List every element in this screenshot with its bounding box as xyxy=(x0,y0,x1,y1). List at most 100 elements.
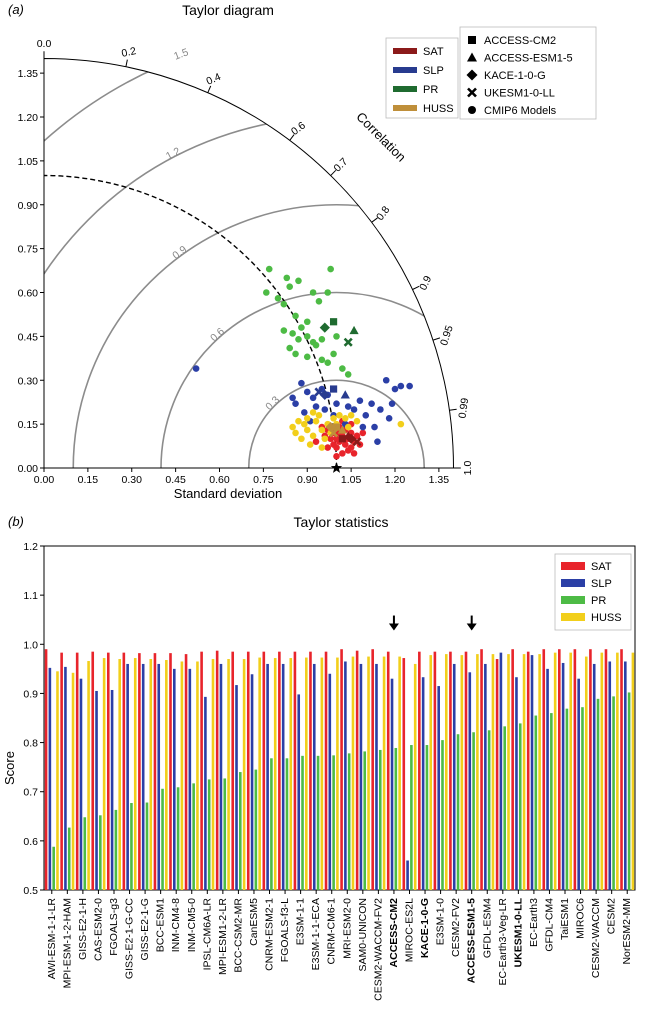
rmsd-contour-0.9 xyxy=(72,203,454,468)
bar-pr xyxy=(378,749,382,890)
correlation-tick-label: 0.8 xyxy=(374,204,392,223)
bar-sat xyxy=(153,653,157,890)
point-pr xyxy=(315,297,323,305)
y-tick-label: 1.0 xyxy=(23,639,38,651)
y-tick-label: 0.7 xyxy=(23,787,38,799)
bar-sat xyxy=(558,649,561,890)
point-pr xyxy=(263,289,270,296)
point-pr xyxy=(324,289,332,296)
bar-slp xyxy=(157,663,161,890)
bar-sat xyxy=(620,649,623,890)
point-sat xyxy=(324,444,332,451)
bar-sat xyxy=(324,651,328,890)
point-sat xyxy=(330,441,337,448)
point-pr xyxy=(344,371,352,378)
bar-huss xyxy=(491,654,495,890)
bar-sat xyxy=(480,649,483,890)
highlight-access-cm2 xyxy=(329,318,338,326)
bar-sat xyxy=(464,651,468,890)
y-tick-label: 1.35 xyxy=(18,68,39,80)
legend-label-slp: SLP xyxy=(423,65,444,77)
y-tick-label: 0.60 xyxy=(18,288,39,300)
point-pr xyxy=(318,336,326,343)
point-pr xyxy=(327,265,334,273)
bar-slp xyxy=(530,655,534,890)
bar-huss xyxy=(273,658,277,890)
point-slp xyxy=(321,406,329,413)
bar-slp xyxy=(390,678,394,890)
category-label: ACCESS-ESM1-5 xyxy=(466,898,478,983)
category-label: CAS-ESM2-0 xyxy=(92,898,104,961)
point-pr xyxy=(303,318,311,326)
bar-pr xyxy=(332,755,335,890)
bar-pr xyxy=(239,772,242,890)
legend-swatch-sat xyxy=(393,48,417,54)
point-huss xyxy=(292,429,299,437)
y-tick-label: 0.45 xyxy=(18,331,39,343)
bar-sat xyxy=(495,659,499,890)
rmsd-contour-1.2 xyxy=(44,116,454,468)
bar-sat xyxy=(604,649,608,890)
bar-slp xyxy=(281,663,285,890)
bar-legend-swatch-pr xyxy=(561,596,585,604)
point-slp xyxy=(371,423,378,431)
point-slp xyxy=(388,400,396,407)
x-tick-label: 1.20 xyxy=(385,474,406,486)
category-label: UKESM1-0-LL xyxy=(512,897,524,967)
bar-slp xyxy=(344,661,347,890)
bar-sat xyxy=(589,649,592,890)
bar-huss xyxy=(71,672,75,890)
y-tick-label: 1.05 xyxy=(18,156,39,168)
legend-marker-diamond xyxy=(466,69,478,81)
bar-pr xyxy=(67,827,71,890)
bar-huss xyxy=(553,652,557,890)
bar-pr xyxy=(472,732,475,890)
bar-pr xyxy=(503,726,506,890)
point-pr xyxy=(283,274,291,282)
legend-swatch-slp xyxy=(393,67,417,73)
bar-slp xyxy=(141,663,145,890)
category-label: MRI-ESM2-0 xyxy=(341,898,353,959)
category-label: KACE-1-0-G xyxy=(419,898,431,958)
y-tick-label: 1.20 xyxy=(18,112,39,124)
bar-sat xyxy=(371,649,374,890)
bar-slp xyxy=(79,678,83,890)
point-pr xyxy=(339,365,346,372)
category-label: E3SM-1-0 xyxy=(435,898,447,945)
legend-swatch-pr xyxy=(393,86,417,92)
point-pr xyxy=(309,289,317,296)
rmsd-contour-0.6 xyxy=(160,291,454,468)
reference-star xyxy=(330,462,343,473)
bar-huss xyxy=(522,654,526,890)
point-pr xyxy=(298,324,305,331)
bar-pr xyxy=(581,707,584,890)
correlation-tick-mark xyxy=(449,408,457,411)
bar-slp xyxy=(110,689,114,890)
point-slp xyxy=(368,400,375,407)
point-pr xyxy=(292,312,299,320)
bar-legend-label-huss: HUSS xyxy=(591,612,622,624)
bar-pr xyxy=(363,751,367,890)
highlight-ukesm1-0-ll xyxy=(352,437,362,447)
bar-sat xyxy=(309,651,312,890)
point-pr xyxy=(289,330,296,337)
taylor-title: Taylor diagram xyxy=(182,2,274,18)
legend-label-marker: KACE-1-0-G xyxy=(484,70,546,82)
point-huss xyxy=(341,414,349,422)
bar-legend-swatch-slp xyxy=(561,579,585,587)
correlation-tick-mark xyxy=(289,134,295,141)
y-tick-label: 0.8 xyxy=(23,738,38,750)
bar-slp xyxy=(173,668,176,890)
bar-slp xyxy=(452,663,456,890)
y-axis-label: Score xyxy=(2,751,17,785)
bar-slp xyxy=(188,668,192,890)
bar-pr xyxy=(223,778,227,890)
point-slp xyxy=(356,397,364,405)
marker-legend-box xyxy=(459,26,597,120)
category-label: MPI-ESM1-2-LR xyxy=(217,898,229,975)
point-slp xyxy=(298,379,305,387)
bar-pr xyxy=(301,755,304,890)
bar-sat xyxy=(340,649,343,890)
bar-huss xyxy=(133,658,137,890)
category-label: MIROC-ES2L xyxy=(403,898,415,962)
